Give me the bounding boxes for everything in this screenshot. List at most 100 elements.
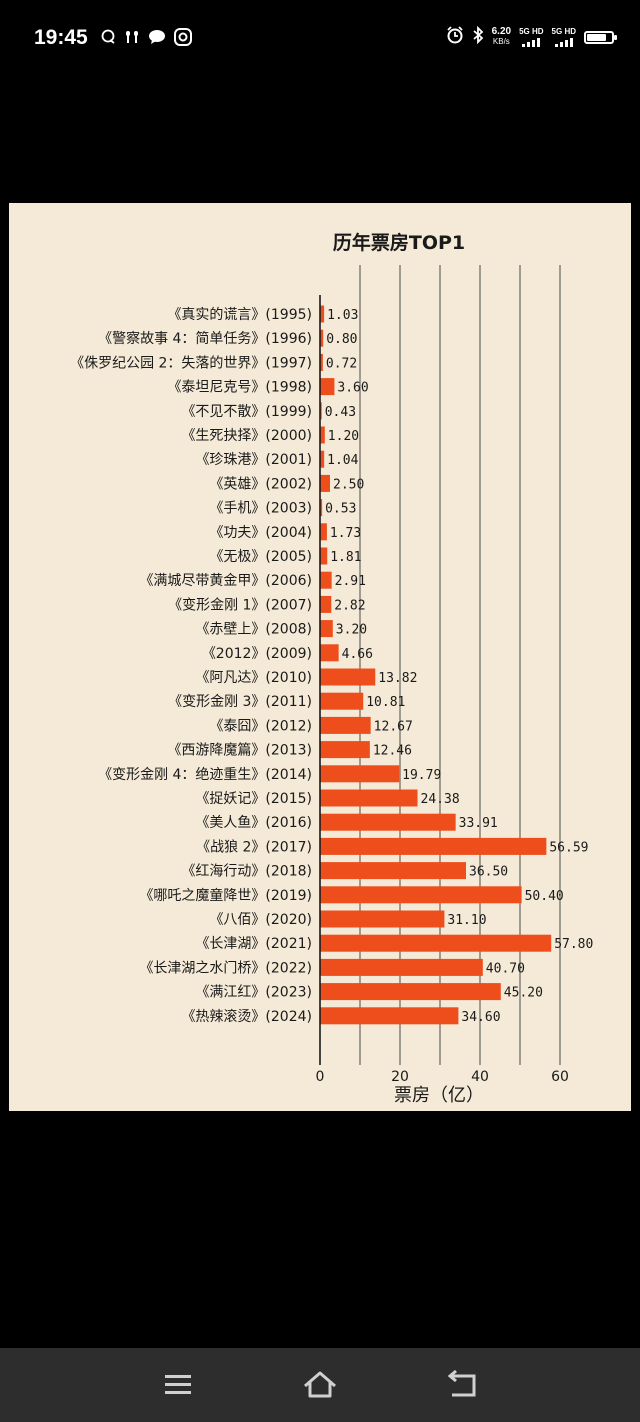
signal-icon-2: 5G HD (552, 27, 576, 47)
value-labels: 1.03 0.80 0.72 3.60 0.43 1.20 1.04 2.50 0.53 1.73… (325, 308, 594, 1025)
value-label: 12.67 (374, 719, 413, 734)
value-label: 56.59 (549, 840, 588, 855)
value-label: 24.38 (421, 792, 460, 807)
back-icon (447, 1369, 476, 1397)
home-button[interactable] (300, 1368, 340, 1402)
category-label: 《泰坦尼克号》(1998) (167, 380, 312, 396)
system-indicators: 6.20 KB/s 5G HD 5G HD (446, 25, 617, 48)
earbuds-icon (124, 29, 140, 49)
value-label: 2.50 (333, 477, 364, 492)
x-axis-title: 票房（亿） (394, 1085, 484, 1106)
category-label: 《热辣滚烫》(2024) (181, 1008, 312, 1025)
value-label: 33.91 (459, 816, 498, 831)
category-label: 《赤壁上》(2008) (195, 622, 312, 638)
category-label: 《哪吒之魔童降世》(2019) (139, 887, 312, 904)
category-label: 《战狼 2》(2017) (196, 839, 312, 855)
value-label: 1.20 (328, 429, 359, 444)
bar (320, 329, 324, 347)
category-label: 《变形金刚 1》(2007) (168, 597, 312, 613)
menu-button[interactable] (158, 1368, 198, 1402)
x-axis: 0 20 40 60 (316, 295, 569, 1085)
category-label: 《珍珠港》(2001) (195, 452, 312, 468)
net-speed-value: 6.20 (491, 26, 512, 37)
bar (320, 862, 466, 880)
category-labels: 《真实的谎言》(1995) 《警察故事 4：简单任务》(1996) 《侏罗纪公园 2… (70, 307, 312, 1025)
bar (320, 402, 322, 420)
bar (320, 353, 323, 371)
category-label: 《手机》(2003) (209, 501, 312, 517)
battery-fill (587, 33, 607, 41)
value-label: 0.53 (325, 502, 356, 517)
value-label: 1.73 (330, 526, 361, 541)
app-badge-icon (174, 28, 192, 50)
bar (320, 305, 325, 323)
category-label: 《泰囧》(2012) (209, 718, 312, 734)
bar (320, 378, 335, 396)
category-label: 《长津湖之水门桥》(2022) (139, 960, 312, 976)
category-label: 《变形金刚 4：绝迹重生》(2014) (98, 767, 312, 783)
alarm-icon (446, 26, 464, 48)
navigation-bar (0, 1348, 640, 1422)
bar (320, 934, 552, 952)
category-label: 《侏罗纪公园 2：失落的世界》(1997) (70, 355, 312, 371)
value-label: 0.72 (326, 356, 357, 371)
x-tick-label: 60 (551, 1069, 569, 1085)
bar (320, 668, 376, 686)
bar (320, 983, 501, 1001)
category-label: 《满江红》(2023) (195, 985, 312, 1001)
value-label: 3.60 (337, 381, 368, 396)
category-label: 《功夫》(2004) (209, 525, 312, 541)
message-icon (148, 29, 166, 49)
net-speed-unit: KB/s (492, 37, 510, 46)
value-label: 45.20 (504, 986, 543, 1001)
value-label: 19.79 (402, 768, 441, 783)
value-label: 13.82 (378, 671, 417, 686)
bar (320, 426, 325, 444)
grid-lines (359, 265, 561, 1065)
value-label: 34.60 (461, 1010, 500, 1025)
category-label: 《不见不散》(1999) (181, 404, 312, 420)
back-button[interactable] (442, 1368, 482, 1402)
notification-icons (100, 28, 192, 50)
box-office-chart: 历年票房TOP1 《真实的谎言》(1995) 《警察故事 4：简单任务》(1996… (70, 231, 594, 1106)
signal-icon: 5G HD (519, 27, 544, 47)
category-label: 《阿凡达》(2010) (195, 670, 312, 686)
bar (320, 620, 333, 638)
chat-bubble-icon (100, 29, 116, 49)
value-label: 0.80 (326, 332, 357, 347)
sim1-label: 5G HD (519, 27, 544, 36)
bar (320, 741, 370, 759)
bar (320, 958, 483, 976)
bar (320, 595, 332, 613)
value-label: 1.04 (327, 453, 358, 468)
category-label: 《变形金刚 3》(2011) (168, 694, 312, 710)
category-label: 《八佰》(2020) (209, 912, 312, 928)
value-label: 1.81 (330, 550, 361, 565)
value-label: 50.40 (525, 889, 564, 904)
value-label: 0.43 (325, 405, 356, 420)
bar (320, 837, 547, 855)
bar (320, 716, 371, 734)
category-label: 《2012》(2009) (202, 646, 312, 662)
bars (320, 305, 552, 1025)
category-label: 《英雄》(2002) (209, 475, 312, 492)
value-label: 2.91 (335, 574, 366, 589)
value-label: 36.50 (469, 865, 508, 880)
category-label: 《生死抉择》(2000) (181, 428, 312, 444)
chart-panel: 历年票房TOP1 《真实的谎言》(1995) 《警察故事 4：简单任务》(1996… (9, 203, 631, 1111)
category-label: 《警察故事 4：简单任务》(1996) (98, 330, 312, 347)
menu-icon (165, 1375, 191, 1394)
bar (320, 474, 330, 492)
category-label: 《西游降魔篇》(2013) (167, 743, 312, 759)
bluetooth-icon (472, 25, 484, 48)
sim2-label: 5G HD (551, 27, 576, 36)
value-label: 12.46 (373, 744, 412, 759)
category-label: 《捉妖记》(2015) (195, 791, 312, 807)
status-time: 19:45 (34, 26, 88, 49)
bar (320, 789, 418, 807)
status-bar: 19:45 6.20 KB/s 5G HD 5G HD (0, 0, 640, 80)
bar (320, 886, 522, 904)
category-label: 《真实的谎言》(1995) (167, 307, 312, 323)
bar (320, 813, 456, 831)
value-label: 31.10 (447, 913, 486, 928)
